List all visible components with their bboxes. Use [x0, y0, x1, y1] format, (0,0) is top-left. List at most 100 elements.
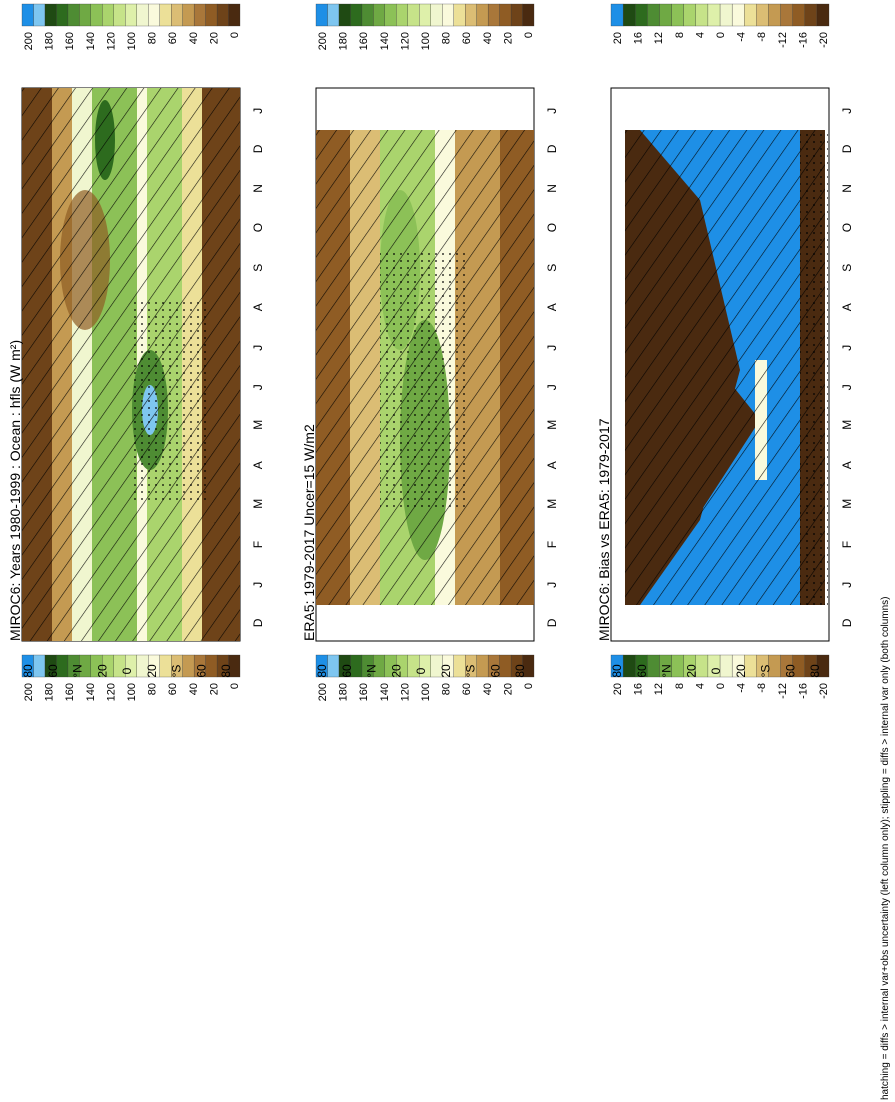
- colorbar-swatch: [719, 3, 733, 27]
- colorbar-tick: 140: [85, 32, 97, 50]
- colorbar-swatch: [768, 3, 781, 27]
- colorbar-tick: 100: [126, 32, 138, 50]
- x-tick-label: F: [840, 541, 854, 548]
- x-tick-label: D: [840, 144, 854, 153]
- colorbar-swatch: [373, 3, 385, 27]
- colorbar-swatch: [756, 3, 769, 27]
- colorbar-swatch: [228, 3, 241, 27]
- y-tick-label: 20: [145, 664, 159, 678]
- x-tick-label: N: [251, 184, 265, 193]
- y-tick-label: °N: [71, 664, 85, 677]
- colorbar-swatch: [350, 3, 363, 27]
- y-tick-label: 0: [120, 667, 134, 674]
- footer-note: hatching = diffs > internal var+obs unce…: [880, 596, 891, 1100]
- y-tick-label: 20: [439, 664, 453, 678]
- colorbar-swatch: [21, 654, 34, 678]
- colorbar-tick: 80: [147, 32, 159, 44]
- colorbar-tick: 140: [379, 683, 391, 701]
- x-tick-label: A: [840, 303, 854, 311]
- colorbar-swatch: [33, 654, 46, 678]
- colorbar: 200 180 160 140 120 100 80 60 40 20 0: [21, 3, 241, 50]
- colorbar-swatch: [522, 3, 535, 27]
- x-tick-label: J: [251, 384, 265, 390]
- x-tick-label: S: [840, 264, 854, 272]
- colorbar-tick: 200: [23, 32, 35, 50]
- x-tick-label: A: [545, 461, 559, 469]
- colorbar-swatch: [465, 3, 477, 27]
- colorbar-swatch: [44, 3, 57, 27]
- colorbar-swatch: [33, 3, 46, 27]
- colorbar-swatch: [171, 3, 183, 27]
- x-tick-label: N: [545, 184, 559, 193]
- colorbar-swatch: [159, 3, 172, 27]
- colorbar-tick: 100: [420, 683, 432, 701]
- colorbar-tick: 140: [85, 683, 97, 701]
- colorbar-tick: 12: [653, 683, 665, 695]
- colorbar-swatch: [315, 654, 328, 678]
- panel-titles: MIROC6: Years 1980-1999 : Ocean : hfls (…: [7, 108, 854, 678]
- colorbar-tick: -12: [777, 32, 789, 48]
- y-tick-label: °N: [660, 664, 674, 677]
- colorbar-tick: 0: [715, 32, 727, 38]
- colorbar-tick: 4: [694, 32, 706, 38]
- colorbar-swatch: [113, 3, 126, 27]
- colorbar-swatch: [499, 3, 512, 27]
- y-tick-label: 20: [734, 664, 748, 678]
- colorbar-swatch: [125, 3, 137, 27]
- colorbar-swatch: [487, 3, 500, 27]
- colorbar-swatch: [327, 654, 340, 678]
- colorbar-tick: 160: [64, 32, 76, 50]
- colorbar-swatch: [102, 3, 114, 27]
- colorbar-tick: 100: [126, 683, 138, 701]
- y-tick-label: 80: [808, 664, 822, 678]
- colorbar-swatch: [315, 3, 328, 27]
- x-tick-label: J: [545, 108, 559, 114]
- colorbar-tick: -20: [818, 683, 830, 699]
- y-tick-label: 20: [389, 664, 403, 678]
- colorbar-swatch: [182, 654, 195, 678]
- colorbar-tick: 140: [379, 32, 391, 50]
- colorbar-swatch: [419, 3, 431, 27]
- x-tick-label: D: [545, 144, 559, 153]
- colorbar-tick: 200: [317, 683, 329, 701]
- colorbar-tick: 0: [229, 32, 241, 38]
- colorbar-tick: 40: [482, 683, 494, 695]
- colorbar-swatch: [816, 3, 830, 27]
- colorbar-swatch: [476, 3, 489, 27]
- colorbar-tick: 180: [338, 683, 350, 701]
- colorbar-tick: -8: [756, 683, 768, 693]
- colorbar-tick: -4: [736, 32, 748, 42]
- colorbar-tick: 60: [461, 683, 473, 695]
- x-tick-label: M: [545, 420, 559, 430]
- y-tick-label: 20: [684, 664, 698, 678]
- colorbar-swatch: [610, 3, 624, 27]
- colorbar-tick: 200: [317, 32, 329, 50]
- colorbar-tick: 20: [612, 683, 624, 695]
- x-tick-label: O: [251, 223, 265, 232]
- colorbar-swatch: [622, 654, 636, 678]
- y-tick-label: 60: [46, 664, 60, 678]
- colorbar-tick: 200: [23, 683, 35, 701]
- colorbar-tick: 16: [633, 32, 645, 44]
- x-tick-label: F: [251, 541, 265, 548]
- colorbar-swatch: [384, 3, 397, 27]
- colorbar-tick: 0: [523, 32, 535, 38]
- colorbar-swatch: [430, 3, 443, 27]
- y-tick-label: 60: [488, 664, 502, 678]
- panel-left-middle: [315, 87, 535, 642]
- x-tick-label: J: [840, 582, 854, 588]
- colorbar-swatch: [205, 3, 218, 27]
- x-tick-label: J: [251, 108, 265, 114]
- colorbar-swatch: [647, 3, 660, 27]
- colorbar-swatch: [659, 3, 672, 27]
- colorbar-swatch: [396, 3, 408, 27]
- colorbar-tick: 0: [715, 683, 727, 689]
- colorbar-swatch: [193, 3, 206, 27]
- colorbar: 200 180 160 140 120 100 80 60 40 20 0: [21, 654, 241, 701]
- colorbar-swatch: [182, 3, 195, 27]
- colorbar: 200 180 160 140 120 100 80 60 40 20 0: [315, 654, 535, 701]
- colorbar-swatch: [361, 3, 374, 27]
- y-tick-label: 80: [610, 664, 624, 678]
- y-tick-label: 60: [783, 664, 797, 678]
